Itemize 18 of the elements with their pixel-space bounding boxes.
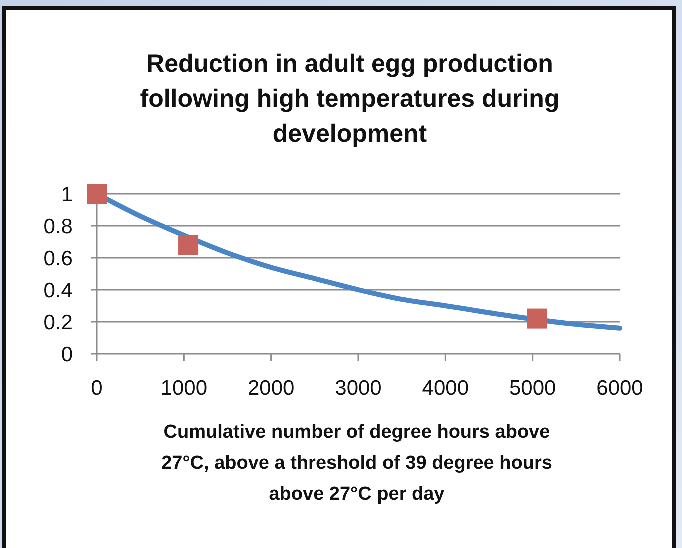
x-tick-label: 2000 xyxy=(248,377,295,400)
y-tick-label: 0.8 xyxy=(44,215,73,238)
x-tick-label: 1000 xyxy=(160,377,208,400)
x-tick-label: 0 xyxy=(91,377,103,400)
x-axis-title: Cumulative number of degree hours above 27°C, above a threshold of 39 degree hours above 27°C per day xyxy=(162,422,552,505)
x-tick-label: 5000 xyxy=(509,377,556,400)
point xyxy=(87,184,107,204)
y-tick-label: 0.2 xyxy=(44,311,73,334)
y-tick-label: 0.4 xyxy=(44,279,74,302)
y-tick-label: 1 xyxy=(61,183,73,206)
point xyxy=(527,308,548,329)
x-tick-label: 4000 xyxy=(422,377,470,400)
chart-title: Reduction in adult egg production following high temperatures during development xyxy=(140,50,560,148)
y-tick-label: 0.6 xyxy=(44,247,73,270)
point xyxy=(178,235,199,256)
y-tick-label: 0 xyxy=(61,343,73,366)
x-tick-label: 6000 xyxy=(596,377,644,400)
x-tick-label: 3000 xyxy=(335,377,382,400)
